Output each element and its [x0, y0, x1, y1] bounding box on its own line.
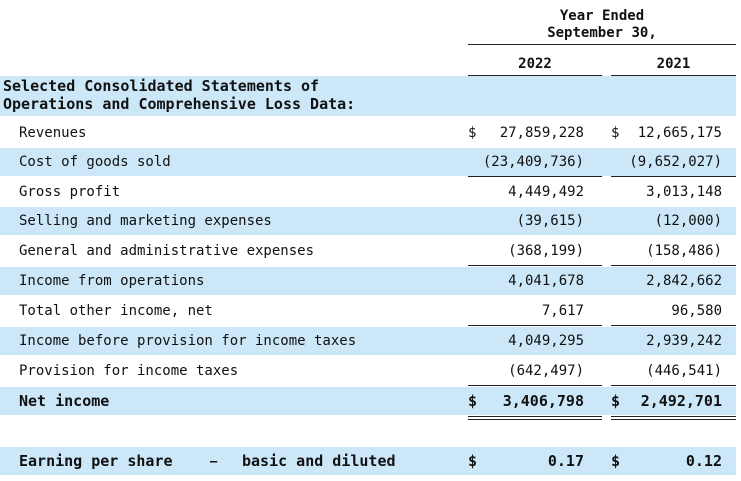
subtotal-rule: [468, 385, 602, 386]
column-header-2021: 2021: [656, 56, 691, 72]
value-2021: (12,000): [654, 213, 722, 229]
double-rule-top: [468, 416, 602, 417]
value-2021: 2,939,242: [646, 333, 722, 349]
value-2021: 96,580: [671, 303, 722, 319]
section-title-line-2: Operations and Comprehensive Loss Data:: [3, 95, 356, 113]
currency-symbol: $: [611, 452, 621, 470]
row-label: Income before provision for income taxes: [19, 333, 357, 349]
eps-label: Earning per share: [19, 452, 173, 470]
col2-header-underline: [611, 75, 736, 76]
subtotal-rule: [611, 385, 736, 386]
subtotal-rule: [611, 176, 736, 177]
eps-dash: –: [210, 454, 218, 468]
header-rule: [468, 44, 736, 45]
row-label: General and administrative expenses: [19, 243, 315, 259]
double-rule-bottom: [611, 419, 736, 420]
subtotal-rule: [468, 176, 602, 177]
period-heading: Year Ended September 30,: [468, 8, 736, 42]
row-provision-income-taxes: Provision for income taxes (642,497) (44…: [0, 357, 736, 385]
value-2021: 12,665,175: [637, 125, 722, 141]
currency-symbol: $: [468, 392, 478, 410]
col1-header-underline: [468, 75, 602, 76]
row-label: Selling and marketing expenses: [19, 213, 272, 229]
section-band: [0, 76, 736, 116]
subtotal-rule: [468, 325, 602, 326]
value-2022: 3,406,798: [502, 392, 584, 410]
value-2021: 0.12: [685, 452, 722, 470]
row-general-administrative: General and administrative expenses (368…: [0, 237, 736, 265]
value-2021: 2,492,701: [640, 392, 722, 410]
currency-symbol: $: [611, 392, 621, 410]
value-2022: (642,497): [508, 363, 584, 379]
subtotal-rule: [611, 265, 736, 266]
value-2022: 4,041,678: [508, 273, 584, 289]
row-earning-per-share: Earning per share – basic and diluted $ …: [0, 447, 736, 475]
value-2022: (368,199): [508, 243, 584, 259]
row-gross-profit: Gross profit 4,449,492 3,013,148: [0, 178, 736, 206]
value-2022: 0.17: [547, 452, 584, 470]
column-header-2022: 2022: [518, 56, 552, 72]
row-total-other-income: Total other income, net 7,617 96,580: [0, 297, 736, 325]
currency-symbol: $: [468, 125, 477, 141]
double-rule-top: [611, 416, 736, 417]
row-label: Revenues: [19, 125, 87, 141]
row-label: Total other income, net: [19, 303, 213, 319]
value-2022: 4,449,492: [508, 184, 584, 200]
currency-symbol: $: [468, 452, 478, 470]
value-2021: (158,486): [646, 243, 722, 259]
row-income-from-operations: Income from operations 4,041,678 2,842,6…: [0, 267, 736, 295]
row-revenues: Revenues $ 27,859,228 $ 12,665,175: [0, 119, 736, 147]
value-2022: 27,859,228: [499, 125, 584, 141]
value-2021: (9,652,027): [629, 154, 722, 170]
row-selling-marketing: Selling and marketing expenses (39,615) …: [0, 207, 736, 235]
subtotal-rule: [468, 265, 602, 266]
value-2022: 4,049,295: [508, 333, 584, 349]
row-label: Gross profit: [19, 184, 121, 200]
row-label: Cost of goods sold: [19, 154, 171, 170]
subtotal-rule: [611, 325, 736, 326]
value-2022: (39,615): [516, 213, 584, 229]
row-cost-of-goods-sold: Cost of goods sold (23,409,736) (9,652,0…: [0, 148, 736, 176]
period-line-1: Year Ended: [559, 8, 645, 24]
row-label: Provision for income taxes: [19, 363, 239, 379]
double-rule-bottom: [468, 419, 602, 420]
value-2021: (446,541): [646, 363, 722, 379]
currency-symbol: $: [611, 125, 620, 141]
row-income-before-taxes: Income before provision for income taxes…: [0, 327, 736, 355]
section-title: Selected Consolidated Statements of Oper…: [3, 77, 355, 113]
row-label: Income from operations: [19, 273, 205, 289]
value-2022: 7,617: [541, 303, 584, 319]
row-label: Net income: [19, 392, 110, 410]
value-2021: 3,013,148: [646, 184, 722, 200]
period-line-2: September 30,: [547, 25, 657, 41]
row-net-income: Net income $ 3,406,798 $ 2,492,701: [0, 387, 736, 415]
value-2022: (23,409,736): [482, 154, 584, 170]
eps-label-qualifier: basic and diluted: [242, 452, 396, 470]
section-title-line-1: Selected Consolidated Statements of: [3, 77, 320, 95]
value-2021: 2,842,662: [646, 273, 722, 289]
